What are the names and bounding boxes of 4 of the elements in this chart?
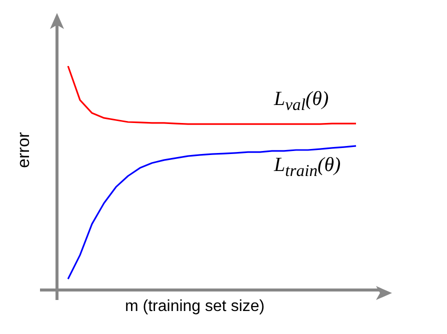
series-label: L$_{train}$(θ) [274, 154, 341, 181]
x-axis-title: m (training set size) [125, 298, 265, 316]
y-axis-title: error [14, 132, 34, 168]
series-label: L$_{val}$(θ) [274, 88, 329, 115]
